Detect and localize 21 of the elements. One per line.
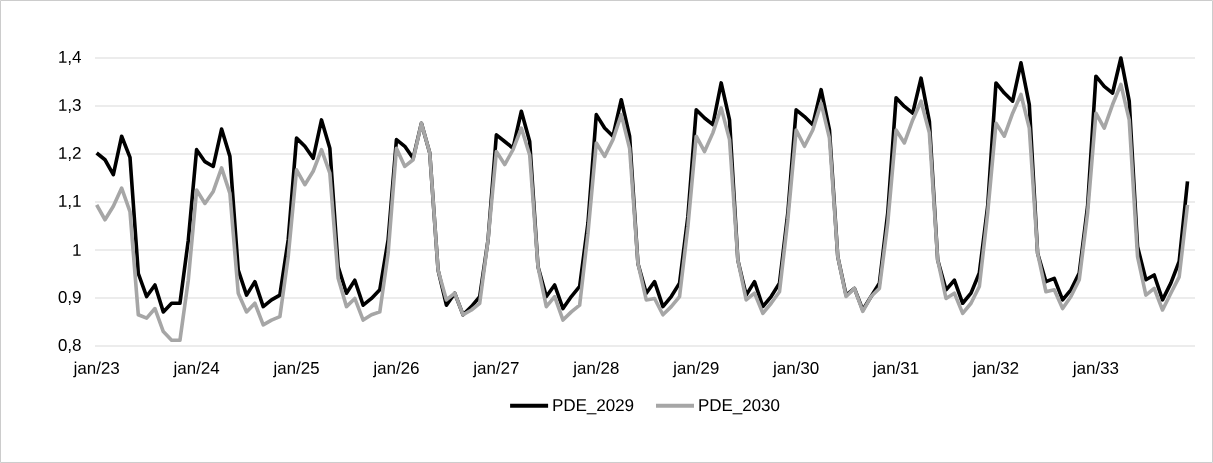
y-tick-label: 0,8 (58, 338, 81, 353)
y-tick-label: 1,3 (59, 98, 81, 113)
legend-label: PDE_2029 (553, 399, 634, 415)
x-tick-label: jan/28 (572, 361, 619, 378)
legend-label: PDE_2030 (699, 399, 780, 415)
x-tick-label: jan/26 (372, 361, 419, 378)
x-tick-label: jan/27 (472, 361, 519, 378)
x-tick-label: jan/33 (1072, 361, 1119, 378)
y-tick-label: 0,9 (58, 290, 81, 305)
y-tick-label: 1,1 (59, 195, 81, 209)
x-tick-label: jan/23 (73, 361, 119, 378)
x-tick-label: jan/25 (273, 361, 319, 378)
x-tick-label: jan/29 (672, 361, 719, 378)
x-tick-label: jan/24 (173, 361, 220, 378)
y-tick-label: 1 (73, 244, 81, 256)
x-tick-label: jan/32 (972, 361, 1019, 378)
line-series (94, 82, 1190, 343)
y-tick-label: 1,2 (59, 146, 81, 161)
y-tick-label: 1,4 (59, 51, 81, 65)
x-tick-label: jan/30 (772, 361, 819, 378)
x-tick-label: jan/31 (872, 361, 919, 378)
